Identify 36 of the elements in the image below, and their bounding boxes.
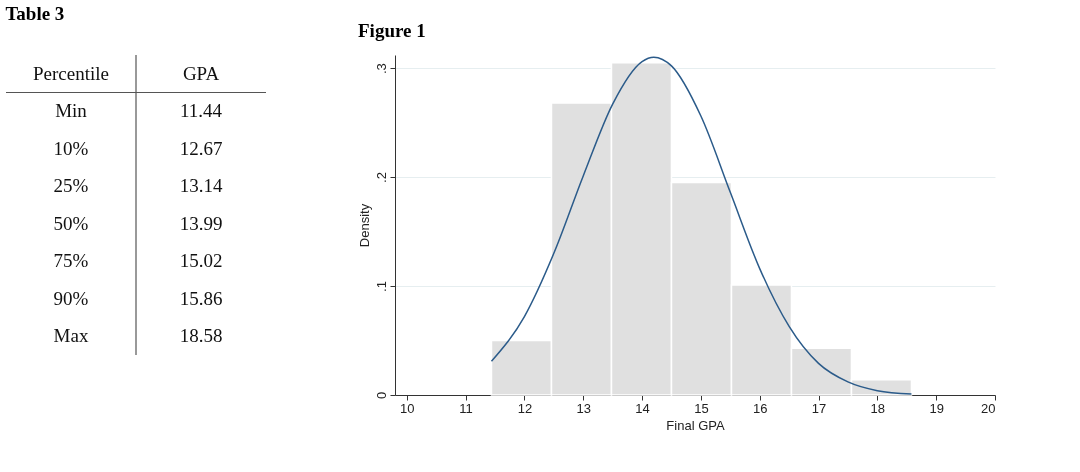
text: Percentile <box>33 62 109 84</box>
data-label: 15.02 <box>179 250 223 272</box>
x-tick-label: 12 <box>517 400 533 416</box>
category-label: 50% <box>53 212 89 234</box>
x-tick-label: 19 <box>929 400 944 416</box>
data-label: 12.67 <box>179 137 223 159</box>
category-label: Min <box>55 100 88 122</box>
y-axis-title: Density <box>356 203 372 248</box>
text: GPA <box>182 62 220 84</box>
x-tick-label: 16 <box>752 400 768 416</box>
line-series <box>490 56 913 395</box>
category-label: 10% <box>53 137 89 159</box>
category-label: 90% <box>53 287 89 309</box>
data-label: 18.58 <box>179 325 223 347</box>
data-label: 13.14 <box>179 175 223 197</box>
y-tick-label: .3 <box>373 63 389 74</box>
x-axis-title: Final GPA <box>666 417 725 433</box>
y-tick-label: .1 <box>373 281 389 292</box>
data-label: 13.99 <box>179 212 223 234</box>
x-tick-label: 15 <box>694 400 709 416</box>
category-label: 25% <box>53 175 89 197</box>
category-label: Max <box>53 325 89 347</box>
x-tick-label: 18 <box>870 400 886 416</box>
y-tick-label: .2 <box>373 172 389 183</box>
x-tick-label: 14 <box>635 400 650 416</box>
x-tick-label: 13 <box>576 400 591 416</box>
text: Table 3 <box>5 3 65 25</box>
data-label: 11.44 <box>179 100 223 122</box>
y-tick-label: 0 <box>373 391 389 400</box>
x-tick-label: 20 <box>981 400 996 416</box>
chart-title: Figure 1 <box>358 20 426 41</box>
x-tick-label: 17 <box>811 400 827 416</box>
x-tick-label: 11 <box>459 400 473 416</box>
data-label: 15.86 <box>179 287 223 309</box>
category-label: 75% <box>53 250 89 272</box>
x-tick-label: 10 <box>400 400 415 416</box>
